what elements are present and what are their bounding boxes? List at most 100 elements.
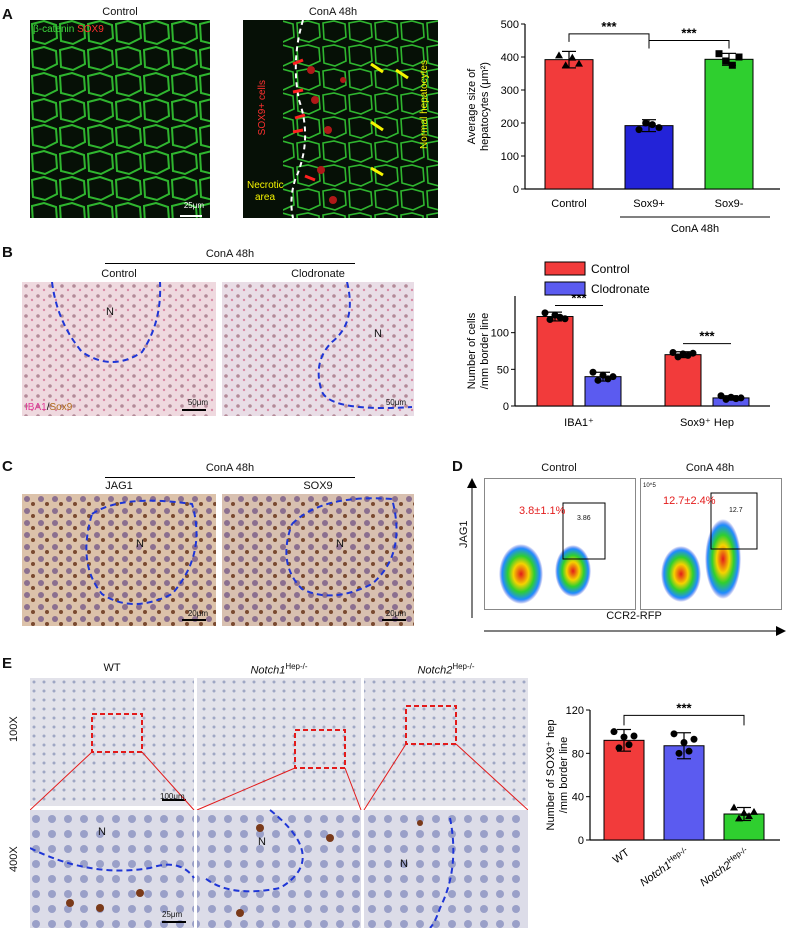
y-tick-label: 500 [501, 19, 519, 31]
significance-label: *** [676, 700, 692, 715]
data-point [648, 121, 656, 129]
necrosis-marker: N [136, 538, 144, 550]
necrosis-marker: N [400, 858, 408, 870]
panel-d-col-cona: ConA 48h [685, 462, 735, 474]
significance-bracket [568, 33, 650, 42]
y-tick-label: 0 [513, 184, 519, 196]
panel-d-flow-plot-control: 3.8±1.1% 3.86 [484, 478, 636, 610]
data-point [675, 749, 683, 757]
flow-axis-tick: 10^5 [643, 483, 656, 489]
x-tick-label: Sox9- [715, 198, 744, 210]
data-point [730, 803, 738, 811]
data-point [561, 315, 569, 323]
panel-a-bar-chart: 0 100 200 300 400 500 Average size of hepatocyt… [466, 19, 780, 234]
stain-label-sox9: SOX9 [77, 24, 104, 35]
data-point [630, 732, 638, 740]
necrotic-area-annotation-line1: Necrotic [247, 180, 284, 191]
scale-bar-label: 50μm [385, 398, 406, 407]
panel-c-header-divider [105, 477, 355, 478]
panel-e-row-400x: 400X [8, 846, 20, 872]
legend-label: Control [591, 262, 630, 276]
significance-label: *** [601, 19, 617, 34]
data-point [615, 744, 623, 752]
y-tick-label: 40 [572, 792, 584, 804]
data-point [609, 373, 617, 381]
y-tick-label: 200 [501, 118, 519, 130]
data-point [717, 392, 725, 400]
panel-d-y-label: JAG1 [458, 520, 470, 548]
y-axis-label-line2: hepatocytes (μm²) [479, 62, 491, 151]
scale-bar-label-100x: 100μm [160, 792, 185, 801]
panel-d-y-axis-arrow [467, 478, 477, 618]
data-point [728, 61, 736, 69]
data-point [722, 57, 730, 65]
y-tick-label: 50 [497, 364, 509, 376]
y-tick-label: 100 [491, 328, 509, 340]
scale-bar-label: 50μm [187, 398, 208, 407]
panel-label-d: D [452, 458, 463, 475]
panel-d-flow-plot-cona: 12.7±2.4% 12.7 10^5 [640, 478, 782, 610]
data-point [541, 309, 549, 317]
panel-e-col-notch2: Notch2Hep-/- [417, 662, 475, 677]
scale-bar-label-400x: 25μm [162, 910, 183, 919]
y-axis-label-line1: Number of SOX9⁺ hep [545, 720, 557, 831]
y-tick-label: 300 [501, 85, 519, 97]
bar [603, 739, 645, 841]
gate-value-cona: 12.7 [729, 507, 743, 514]
panel-a-control-fluorescence-image: β-catenin SOX9 25μm [30, 20, 210, 218]
panel-d-x-label: CCR2-RFP [606, 610, 662, 622]
data-point [655, 124, 663, 132]
necrosis-marker: N [258, 836, 266, 848]
necrosis-marker: N [336, 538, 344, 550]
data-point [620, 733, 628, 741]
panel-label-e: E [2, 655, 13, 672]
panel-label-a: A [2, 6, 13, 23]
panel-label-b: B [2, 244, 13, 261]
panel-c-header: ConA 48h [205, 462, 255, 474]
y-tick-label: 120 [566, 705, 584, 717]
data-point [568, 53, 577, 61]
group-label: ConA 48h [671, 223, 719, 234]
panel-a-cona-title: ConA 48h [308, 6, 358, 18]
gate-percentage-cona: 12.7±2.4% [663, 495, 716, 507]
bar [624, 125, 674, 190]
ihc-400x-row [30, 809, 528, 928]
data-point [642, 119, 650, 127]
y-tick-label: 400 [501, 52, 519, 64]
y-tick-label: 80 [572, 748, 584, 760]
data-point [750, 807, 758, 815]
data-point [735, 814, 743, 822]
significance-label: *** [699, 329, 715, 344]
data-point [635, 126, 643, 134]
data-point [690, 735, 698, 743]
significance-bracket [648, 40, 730, 49]
x-tick-label: IBA1⁺ [564, 417, 594, 429]
panel-b-col-control: Control [101, 268, 137, 280]
necrotic-area-annotation-line2: area [255, 192, 276, 203]
y-tick-label: 0 [578, 835, 584, 847]
panel-b-header: ConA 48h [205, 248, 255, 260]
panel-c-col-jag1: JAG1 [105, 480, 133, 492]
data-point [689, 349, 697, 357]
panel-a-cona-fluorescence-image: SOX9+ cells Necrotic area Normal hepatoc… [243, 20, 438, 218]
data-point [740, 808, 748, 816]
panel-b-control-ihc-image: N IBA1/Sox9 50μm [22, 282, 216, 416]
data-point [594, 376, 602, 384]
panel-b-col-clodronate: Clodronate [291, 268, 345, 280]
legend-label: Clodronate [591, 282, 650, 296]
data-point [575, 59, 583, 67]
scale-bar-label: 20μm [187, 609, 208, 618]
y-axis-label-line2: /mm border line [558, 737, 570, 813]
y-tick-label: 0 [503, 401, 509, 413]
ihc-100x-row [30, 678, 528, 806]
necrosis-marker: N [106, 306, 114, 318]
stain-label-iba1: IBA1 [25, 402, 47, 413]
gate-value-control: 3.86 [577, 515, 591, 522]
scale-bar-label: 25μm [183, 201, 204, 210]
data-point [737, 394, 745, 402]
panel-e-col-wt: WT [103, 662, 121, 674]
data-point [680, 739, 688, 746]
y-axis-label-line1: Number of cells [466, 312, 478, 389]
data-point [599, 371, 607, 379]
panel-e-ihc-grid [30, 678, 528, 928]
